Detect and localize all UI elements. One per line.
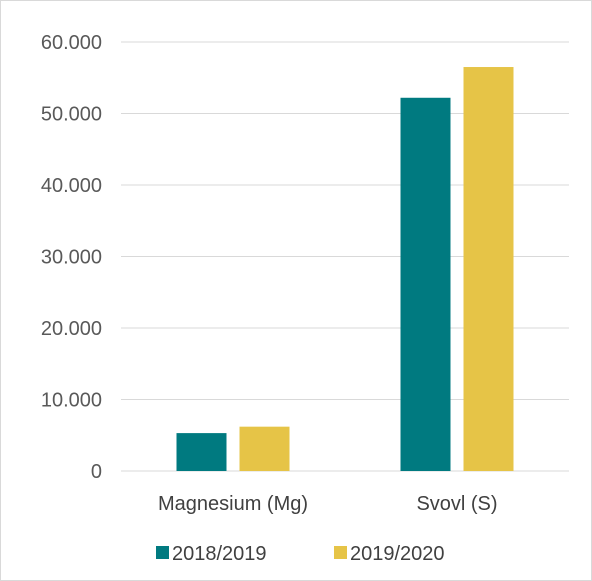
y-tick-label: 40.000: [41, 175, 102, 197]
gridlines: [121, 41, 569, 472]
bars: [176, 67, 514, 472]
bar-2018-2019-1: [400, 97, 451, 472]
bar-2019-2020-1: [463, 67, 514, 472]
y-tick-label: 50.000: [41, 104, 102, 126]
x-category-label: Magnesium (Mg): [158, 493, 308, 515]
y-axis-ticks: 0 10.000 20.000 30.000 40.000 50.000 60.000: [41, 32, 102, 483]
legend: 2018/2019 2019/2020: [156, 543, 445, 565]
x-axis-categories: Magnesium (Mg) Svovl (S): [158, 493, 498, 515]
y-tick-label: 0: [91, 461, 102, 483]
legend-label: 2018/2019: [172, 543, 267, 565]
legend-swatch: [156, 546, 169, 559]
x-category-label: Svovl (S): [416, 493, 497, 515]
y-tick-label: 20.000: [41, 318, 102, 340]
legend-swatch: [334, 546, 347, 559]
bar-2018-2019-0: [176, 433, 227, 471]
y-tick-label: 60.000: [41, 32, 102, 54]
y-tick-label: 30.000: [41, 247, 102, 269]
y-tick-label: 10.000: [41, 390, 102, 412]
bar-2019-2020-0: [239, 426, 290, 471]
legend-label: 2019/2020: [350, 543, 445, 565]
